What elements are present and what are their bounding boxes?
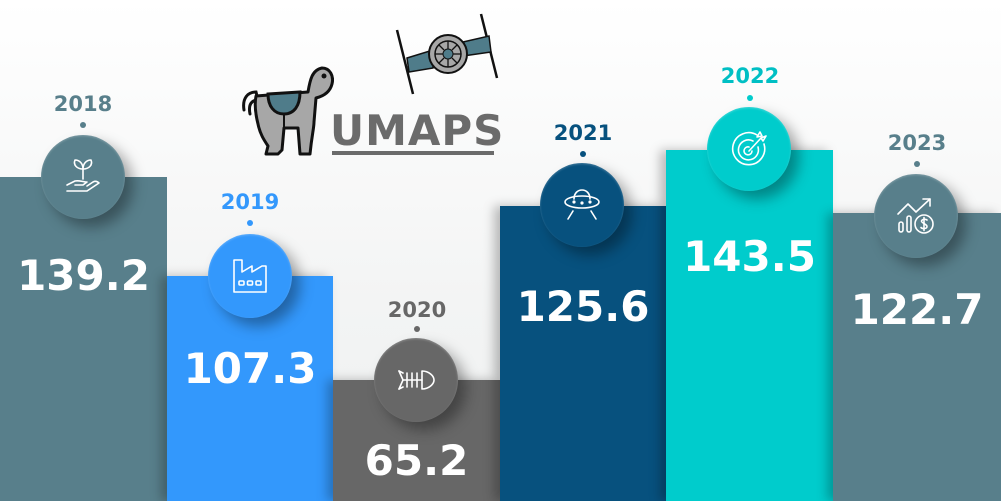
icon-badge-2018 [41, 135, 125, 219]
icon-badge-2023 [874, 174, 958, 258]
factory-icon [233, 259, 267, 293]
value-label-2019: 107.3 [183, 344, 317, 393]
icon-badge-2020 [374, 338, 458, 422]
logo [0, 0, 499, 156]
value-label-2023: 122.7 [850, 285, 984, 334]
year-label-2019: 2019 [220, 190, 280, 214]
icon-badge-2019 [208, 234, 292, 318]
icon-badge-2021 [540, 163, 624, 247]
target-arrow-icon [731, 131, 767, 166]
year-dot-2021 [580, 151, 586, 157]
year-dot-2018 [80, 122, 86, 128]
fish-bone-icon [398, 370, 435, 390]
year-dot-2022 [747, 95, 753, 101]
logo-underline [332, 151, 494, 155]
bar-2018: 139.2 [0, 177, 167, 501]
growth-dollar-icon [897, 198, 934, 234]
ufo-icon [564, 189, 600, 220]
year-label-2018: 2018 [53, 92, 113, 116]
year-dot-2019 [247, 220, 253, 226]
bar-2021: 125.6 [500, 206, 666, 501]
bar-2022: 143.5 [666, 150, 833, 501]
year-label-2020: 2020 [387, 298, 447, 322]
bar-2023: 122.7 [833, 213, 1001, 501]
logo-text: UMAPS [330, 106, 505, 155]
year-dot-2020 [414, 326, 420, 332]
year-label-2021: 2021 [553, 121, 613, 145]
horse-icon [242, 66, 334, 156]
value-label-2020: 65.2 [364, 436, 469, 485]
year-label-2023: 2023 [887, 131, 947, 155]
year-dot-2023 [914, 161, 920, 167]
value-label-2021: 125.6 [516, 282, 650, 331]
value-label-2018: 139.2 [17, 251, 150, 300]
year-label-2022: 2022 [720, 64, 780, 88]
bar-2019: 107.3 [167, 276, 333, 501]
value-label-2022: 143.5 [683, 232, 816, 281]
tie-fighter-icon [395, 13, 499, 95]
plant-in-hand-icon [66, 159, 100, 192]
icon-badge-2022 [707, 107, 791, 191]
